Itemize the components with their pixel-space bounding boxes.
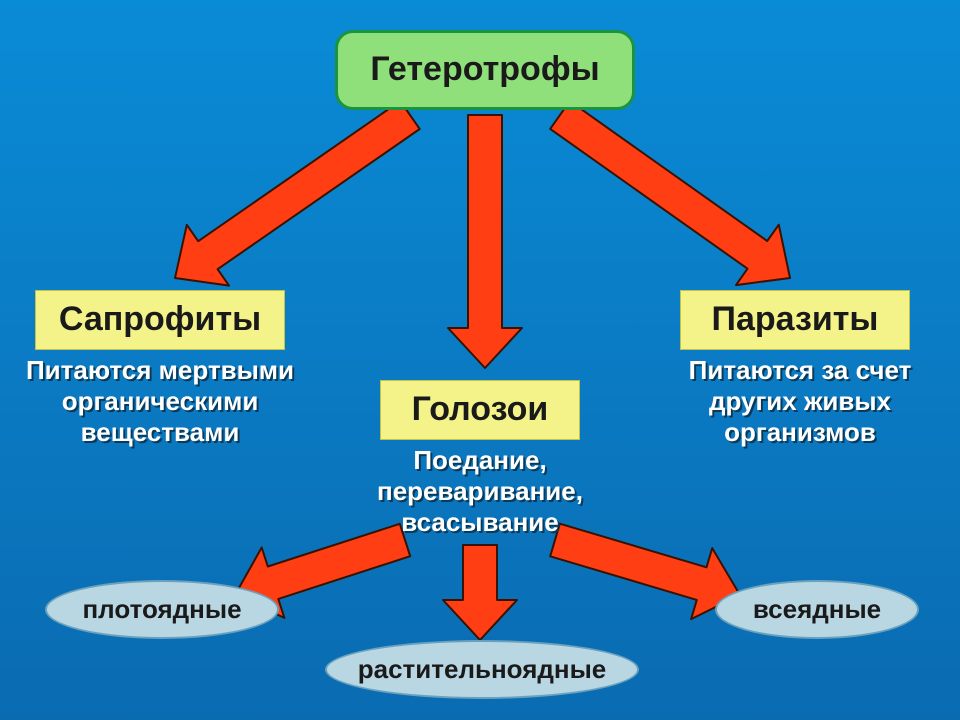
saprophytes-node: Сапрофиты — [35, 290, 285, 350]
carnivores-ellipse: плотоядные — [45, 580, 279, 639]
arrow-root-to-parasites — [550, 101, 790, 285]
herbivores-ellipse: растительноядные — [325, 640, 639, 699]
saprophytes_caption: Питаются мертвыми органическими вещества… — [20, 355, 300, 449]
arrow-root-to-holozoi — [448, 115, 522, 368]
parasites_caption: Питаются за счет других живых организмов — [660, 355, 940, 449]
root-node: Гетеротрофы — [335, 30, 635, 110]
parasites-node: Паразиты — [680, 290, 910, 350]
arrow-holozoi-to-herbivores — [443, 545, 517, 640]
diagram-canvas: ГетеротрофыСапрофитыГолозоиПаразитыПитаю… — [0, 0, 960, 720]
omnivores-ellipse: всеядные — [715, 580, 919, 639]
holozoi_caption: Поедание, переваривание, всасывание — [345, 445, 615, 539]
arrow-root-to-saprophytes — [175, 101, 420, 286]
holozoi-node: Голозои — [380, 380, 580, 440]
